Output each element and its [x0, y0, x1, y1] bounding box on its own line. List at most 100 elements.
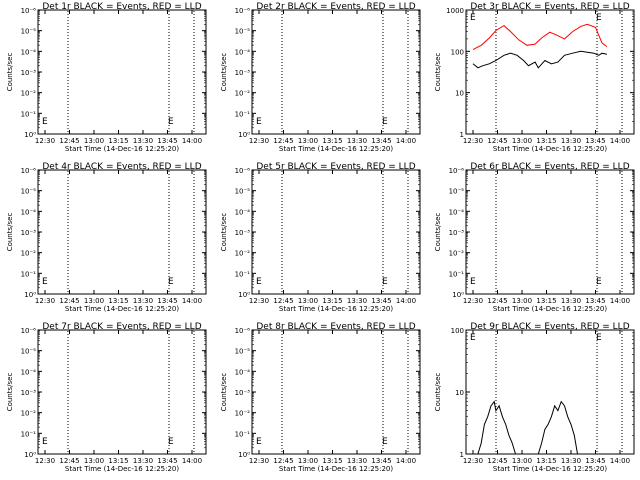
- chart-title: Det 8r BLACK = Events, RED = LLD: [256, 322, 415, 332]
- x-tick-label: 13:15: [322, 297, 342, 305]
- x-tick-label: 13:30: [561, 137, 581, 145]
- x-tick-label: 13:30: [133, 297, 153, 305]
- x-tick-label: 12:30: [35, 137, 55, 145]
- series-line-1: [473, 400, 578, 455]
- y-tick-label: 10⁻¹: [449, 270, 465, 278]
- x-tick-label: 13:15: [322, 457, 342, 465]
- e-marker: E: [168, 117, 174, 127]
- x-tick-label: 12:45: [487, 297, 507, 305]
- y-tick-label: 10⁰: [24, 291, 36, 299]
- y-tick-label: 10⁰: [238, 131, 250, 139]
- e-marker: E: [382, 437, 388, 447]
- y-tick-label: 1: [460, 131, 464, 139]
- y-tick-label: 10⁻³: [21, 389, 37, 397]
- plot-frame: [251, 9, 421, 135]
- e-marker: E: [596, 13, 602, 23]
- plot-frame: [465, 169, 635, 295]
- y-tick-label: 10⁻⁴: [235, 208, 251, 216]
- chart-title: Det 2r BLACK = Events, RED = LLD: [256, 2, 415, 12]
- x-tick-label: 12:30: [463, 297, 483, 305]
- x-tick-label: 12:45: [59, 457, 79, 465]
- y-tick-label: 10⁻²: [235, 410, 251, 418]
- y-axis-label: Counts/sec: [434, 213, 442, 252]
- x-axis-label: Start Time (14-Dec-16 12:25:20): [279, 305, 393, 313]
- chart-title: Det 9r BLACK = Events, RED = LLD: [470, 322, 629, 332]
- x-tick-label: 13:30: [133, 137, 153, 145]
- y-tick-label: 10⁻²: [235, 90, 251, 98]
- y-tick-label: 10⁻²: [235, 250, 251, 258]
- chart-panel-5: Det 5r BLACK = Events, RED = LLD Counts/s…: [220, 162, 421, 313]
- x-tick-label: 12:45: [273, 457, 293, 465]
- e-marker: E: [470, 13, 476, 23]
- x-axis-label: Start Time (14-Dec-16 12:25:20): [65, 465, 179, 473]
- x-tick-label: 13:15: [108, 457, 128, 465]
- x-tick-label: 12:45: [487, 137, 507, 145]
- y-tick-label: 10⁻⁵: [235, 348, 251, 356]
- plot-frame: [465, 329, 635, 455]
- x-tick-label: 13:00: [298, 137, 318, 145]
- x-tick-label: 13:30: [347, 297, 367, 305]
- y-tick-label: 10⁻⁶: [235, 327, 251, 335]
- x-tick-label: 13:45: [371, 457, 391, 465]
- x-tick-label: 13:45: [157, 137, 177, 145]
- x-tick-label: 14:00: [610, 137, 630, 145]
- e-marker: E: [382, 277, 388, 287]
- e-marker: E: [596, 333, 602, 343]
- y-tick-label: 10⁻⁶: [449, 167, 465, 175]
- x-tick-label: 14:00: [396, 137, 416, 145]
- plot-frame: [37, 9, 207, 135]
- chart-title: Det 4r BLACK = Events, RED = LLD: [42, 162, 201, 172]
- y-tick-label: 10⁻¹: [21, 270, 37, 278]
- y-tick-label: 10⁰: [452, 291, 464, 299]
- y-tick-label: 10⁻¹: [235, 430, 251, 438]
- chart-title: Det 6r BLACK = Events, RED = LLD: [470, 162, 629, 172]
- x-tick-label: 12:45: [59, 137, 79, 145]
- y-tick-label: 10⁻⁴: [21, 368, 37, 376]
- x-tick-label: 13:30: [561, 457, 581, 465]
- x-tick-label: 13:00: [512, 137, 532, 145]
- x-tick-label: 12:45: [59, 297, 79, 305]
- x-tick-label: 13:15: [536, 137, 556, 145]
- x-tick-label: 13:45: [371, 297, 391, 305]
- y-tick-label: 10⁻⁶: [21, 167, 37, 175]
- chart-title: Det 5r BLACK = Events, RED = LLD: [256, 162, 415, 172]
- x-tick-label: 14:00: [182, 457, 202, 465]
- y-tick-label: 10⁻⁴: [235, 368, 251, 376]
- chart-panel-8: Det 8r BLACK = Events, RED = LLD Counts/s…: [220, 322, 421, 473]
- y-tick-label: 10⁻⁵: [235, 188, 251, 196]
- x-tick-label: 13:45: [157, 297, 177, 305]
- x-axis-label: Start Time (14-Dec-16 12:25:20): [65, 145, 179, 153]
- y-axis-label: Counts/sec: [220, 373, 228, 412]
- y-tick-label: 10⁻³: [235, 69, 251, 77]
- x-tick-label: 13:45: [371, 137, 391, 145]
- x-tick-label: 13:00: [84, 297, 104, 305]
- e-marker: E: [470, 333, 476, 343]
- y-tick-label: 10⁻⁴: [21, 208, 37, 216]
- x-tick-label: 13:30: [561, 297, 581, 305]
- y-axis-label: Counts/sec: [6, 213, 14, 252]
- y-tick-label: 10⁰: [24, 131, 36, 139]
- x-axis-label: Start Time (14-Dec-16 12:25:20): [279, 465, 393, 473]
- y-tick-label: 10⁰: [238, 451, 250, 459]
- x-tick-label: 14:00: [182, 137, 202, 145]
- x-tick-label: 14:00: [610, 297, 630, 305]
- x-tick-label: 14:00: [610, 457, 630, 465]
- y-tick-label: 10: [455, 90, 464, 98]
- y-tick-label: 1000: [446, 7, 464, 15]
- e-marker: E: [382, 117, 388, 127]
- y-tick-label: 10: [455, 389, 464, 397]
- y-tick-label: 10⁻⁴: [449, 208, 465, 216]
- plot-frame: [37, 169, 207, 295]
- chart-panel-4: Det 4r BLACK = Events, RED = LLD Counts/s…: [6, 162, 207, 313]
- plot-frame: [465, 9, 635, 135]
- x-tick-label: 12:30: [249, 457, 269, 465]
- chart-panel-9: Det 9r BLACK = Events, RED = LLD Counts/s…: [434, 322, 635, 473]
- x-tick-label: 14:00: [396, 297, 416, 305]
- y-tick-label: 10⁻³: [21, 229, 37, 237]
- y-tick-label: 10⁻²: [21, 410, 37, 418]
- x-tick-label: 12:30: [463, 137, 483, 145]
- y-tick-label: 10⁻⁶: [21, 7, 37, 15]
- x-tick-label: 13:30: [347, 457, 367, 465]
- x-tick-label: 12:30: [35, 457, 55, 465]
